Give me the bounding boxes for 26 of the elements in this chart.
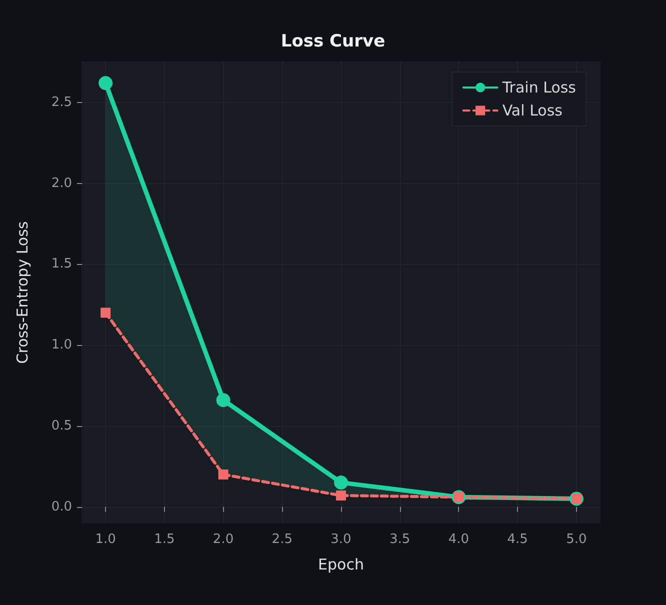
x-tick-label: 1.5: [154, 532, 175, 547]
point: [216, 393, 230, 408]
x-tick-label: 4.5: [507, 532, 528, 547]
y-tick-label: 0.0: [51, 499, 72, 514]
point: [336, 490, 346, 500]
chart-title: Loss Curve: [280, 32, 386, 52]
point: [98, 76, 113, 90]
y-tick-label: 2.0: [51, 176, 72, 191]
x-tick-label: 1.0: [95, 532, 116, 547]
legend-label: Train Loss: [501, 78, 576, 96]
x-tick-label: 2.5: [272, 532, 292, 547]
x-axis-title: Epoch: [318, 556, 364, 574]
legend-label: Val Loss: [502, 102, 563, 120]
y-tick-label: 2.5: [51, 94, 72, 110]
x-tick-label: 2.0: [212, 532, 234, 547]
point: [100, 308, 111, 318]
point: [334, 476, 348, 490]
x-tick-label: 3.5: [390, 532, 410, 547]
y-tick-label: 1.5: [51, 256, 72, 272]
x-tick-label: 3.0: [330, 532, 352, 547]
y-tick-label: 0.5: [51, 418, 72, 434]
y-axis-title: Cross-Entropy Loss: [14, 221, 32, 364]
x-tick-label: 4.0: [448, 532, 470, 547]
x-tick-label: 5.0: [566, 532, 587, 547]
point: [218, 469, 228, 480]
y-tick-label: 1.0: [51, 338, 72, 353]
